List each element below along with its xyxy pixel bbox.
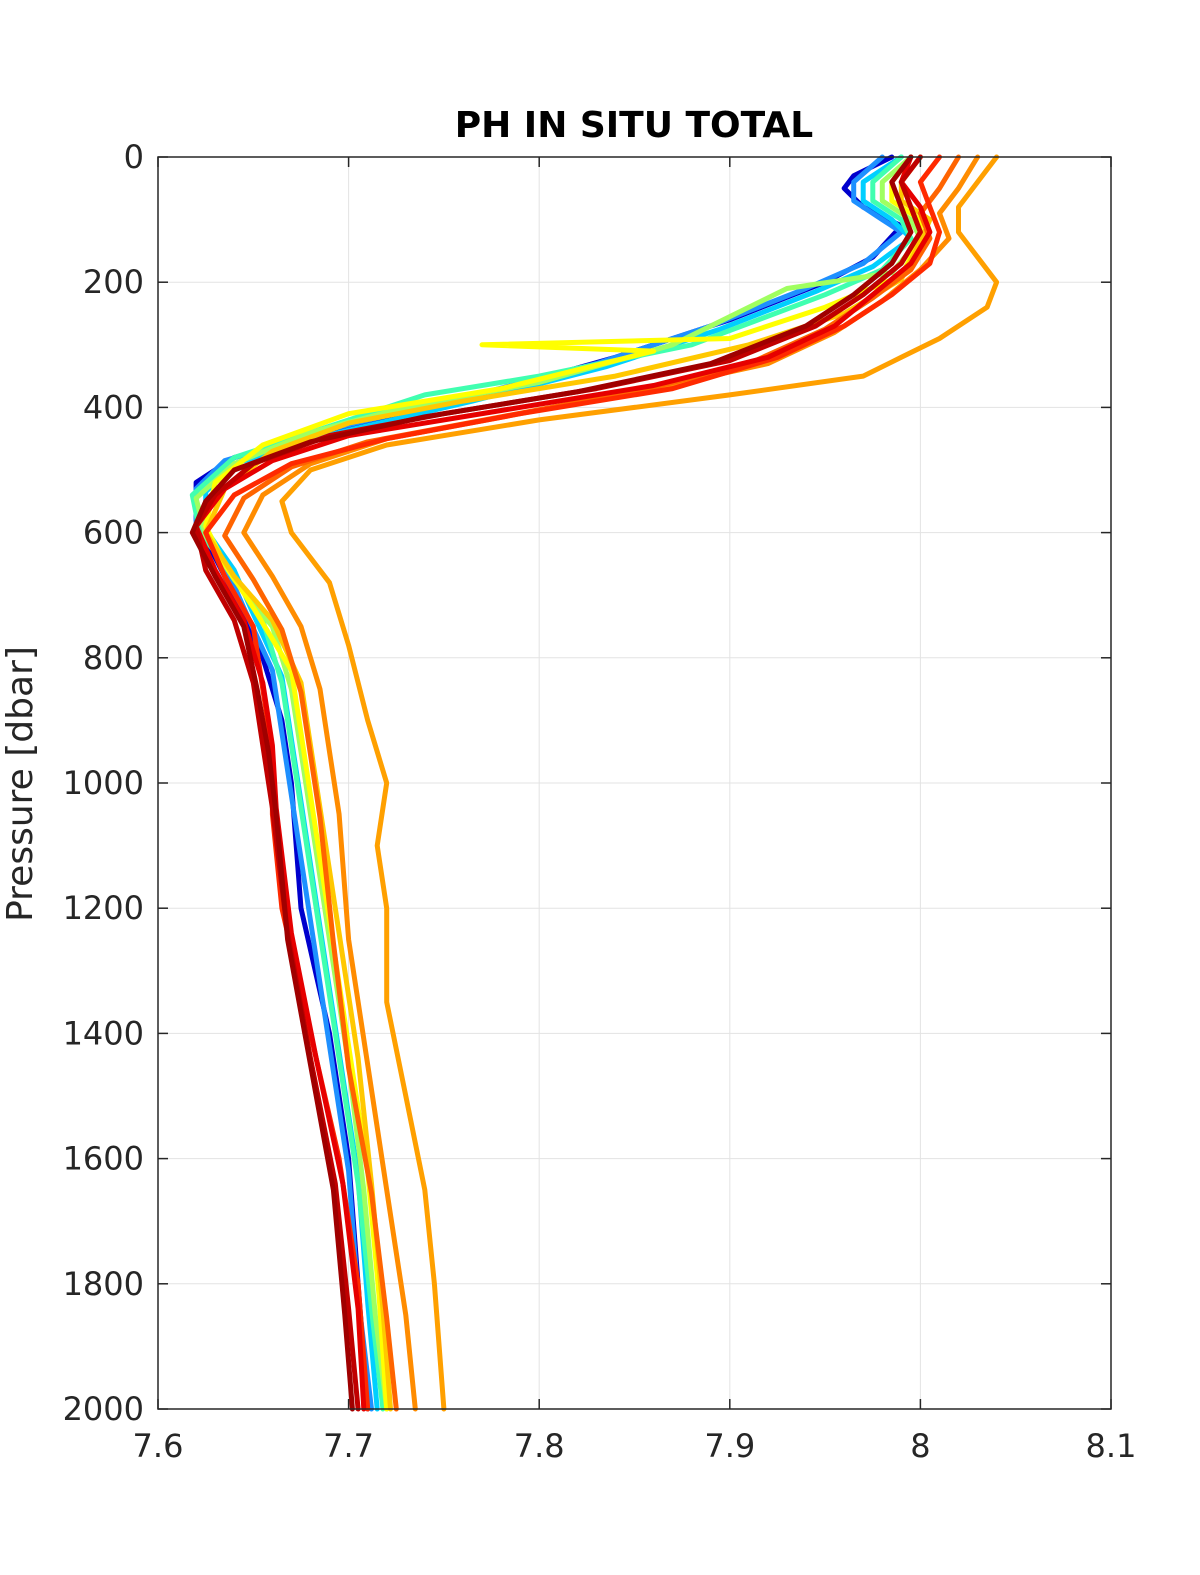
y-tick-label: 2000 [63,1390,144,1428]
x-tick-label: 7.7 [323,1427,374,1465]
profile-line-10 [222,154,961,1412]
x-tick-label: 7.9 [704,1427,755,1465]
y-tick-label: 1800 [63,1265,144,1303]
x-tick-label: 7.8 [514,1427,565,1465]
y-tick-label: 0 [124,138,144,176]
profile-line-12 [193,154,933,1412]
x-tick-label: 8.1 [1086,1427,1137,1465]
x-tick-label: 7.6 [133,1427,184,1465]
y-tick-label: 800 [83,639,144,677]
y-tick-label: 1600 [63,1140,144,1178]
chart-title: PH IN SITU TOTAL [455,105,813,146]
y-tick-label: 200 [83,263,144,301]
profile-line-14 [189,154,914,1412]
y-axis-label: Pressure [dbar] [0,646,41,922]
y-tick-labels: 0 200 400 600 800 1000 1200 1400 1600 1800 2000 [63,138,144,1428]
axis-ticks [157,156,1112,1410]
x-tick-label: 8 [910,1427,930,1465]
profile-lines [189,154,1000,1412]
y-tick-label: 600 [83,514,144,552]
y-tick-label: 400 [83,388,144,426]
profile-line-2 [193,154,904,1412]
profile-line-8 [279,154,1000,1412]
y-tick-label: 1200 [63,889,144,927]
y-tick-label: 1000 [63,764,144,802]
x-tick-labels: 7.6 7.7 7.8 7.9 8 8.1 [133,1427,1137,1465]
y-tick-label: 1400 [63,1014,144,1052]
